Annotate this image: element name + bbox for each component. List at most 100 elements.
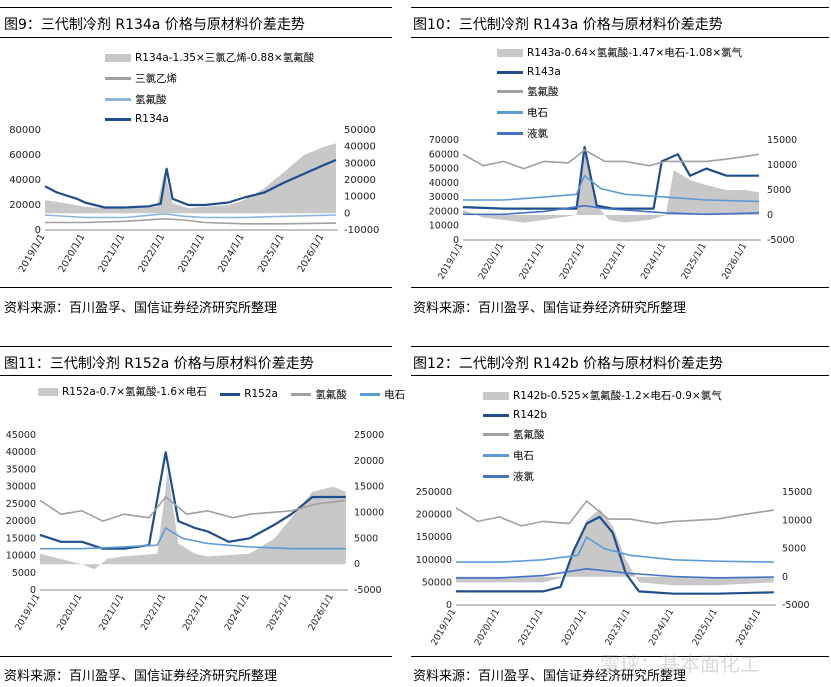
panel-4-legend: R142b-0.525×氢氟酸-1.2×电石-0.9×氯气 R142b 氢氟酸 … xyxy=(483,388,722,490)
area-series xyxy=(40,471,346,570)
panel-1-bottom-rule xyxy=(0,287,392,288)
series-line xyxy=(40,527,346,550)
left-tick-label: 0 xyxy=(453,235,459,246)
x-tick-label: 2026/1/1 xyxy=(296,232,327,274)
left-tick-label: 70000 xyxy=(429,135,459,146)
legend-item: R142b xyxy=(483,409,722,421)
watermark: 雪球：基本面化工 xyxy=(600,652,760,676)
series-line xyxy=(456,536,774,563)
x-tick-label: 2021/1/1 xyxy=(96,232,127,274)
x-tick-label: 2019/1/1 xyxy=(14,593,43,633)
right-tick-label: 10000 xyxy=(782,515,812,526)
panel-4-chart: 2500002000001500001000005000001500010000… xyxy=(416,487,813,648)
panel-1-title-rule xyxy=(0,37,392,38)
left-tick-label: 40000 xyxy=(429,178,459,189)
left-tick-label: 0 xyxy=(30,585,36,596)
x-tick-label: 2025/1/1 xyxy=(265,592,294,632)
panel-4-bottom-rule xyxy=(411,656,829,657)
x-tick-label: 2024/1/1 xyxy=(216,232,247,274)
left-tick-label: 150000 xyxy=(416,532,452,543)
left-tick-label: 40000 xyxy=(9,175,41,186)
panel-4-title: 图12：二代制冷剂 R142b 价格与原材料价差走势 xyxy=(413,356,724,372)
legend-item: R143a xyxy=(497,66,742,78)
x-tick-label: 2026/1/1 xyxy=(721,241,750,281)
panel-1-legend: R134a-1.35×三氯乙烯-0.88×氢氟酸 三氯乙烯 氢氟酸 R134a xyxy=(105,50,314,131)
x-tick-label: 2022/1/1 xyxy=(136,232,167,274)
x-tick-label: 2020/1/1 xyxy=(477,241,506,281)
legend-item: 氢氟酸 xyxy=(105,92,314,107)
legend-item: R143a-0.64×氢氟酸-1.47×电石-1.08×氯气 xyxy=(497,45,742,60)
right-tick-label: -10000 xyxy=(344,225,379,236)
left-tick-label: 50000 xyxy=(429,164,459,175)
right-tick-label: 15000 xyxy=(767,135,797,146)
left-tick-label: 40000 xyxy=(6,447,36,458)
series-line xyxy=(463,174,760,203)
legend-item: 电石 xyxy=(360,387,405,402)
panel-4-title-rule xyxy=(411,375,829,376)
panel-2-legend: R143a-0.64×氢氟酸-1.47×电石-1.08×氯气 R143a 氢氟酸… xyxy=(497,45,742,147)
panel-2-chart: 7000060000500004000030000200001000001500… xyxy=(429,135,797,282)
x-tick-label: 2019/1/1 xyxy=(17,232,48,274)
x-tick-label: 2025/1/1 xyxy=(680,242,709,282)
left-tick-label: 100000 xyxy=(416,555,452,566)
right-tick-label: 20000 xyxy=(344,175,376,186)
right-tick-label: 10000 xyxy=(354,508,384,519)
legend-item: 电石 xyxy=(497,105,742,120)
panel-3-title-rule xyxy=(0,375,392,376)
left-tick-label: 60000 xyxy=(429,149,459,160)
series-line xyxy=(456,515,774,595)
right-tick-label: 0 xyxy=(354,559,360,570)
right-tick-label: 10000 xyxy=(344,192,376,203)
series-line xyxy=(463,204,760,216)
right-tick-label: 30000 xyxy=(344,158,376,169)
left-tick-label: 200000 xyxy=(416,510,452,521)
right-tick-label: 0 xyxy=(782,572,788,583)
series-line xyxy=(44,158,337,209)
x-tick-label: 2019/1/1 xyxy=(437,242,466,282)
legend-item: 液氯 xyxy=(497,126,742,141)
right-tick-label: 50000 xyxy=(344,125,376,136)
left-tick-label: 50000 xyxy=(422,577,452,588)
right-tick-label: 15000 xyxy=(354,482,384,493)
legend-item: R152a xyxy=(220,388,278,400)
x-tick-label: 2024/1/1 xyxy=(647,608,676,648)
panel-4-top-rule xyxy=(411,346,829,347)
area-series xyxy=(45,143,336,214)
right-tick-label: 15000 xyxy=(782,487,812,498)
panel-3-title: 图11：三代制冷剂 R152a 价格与原材料价差走势 xyxy=(4,356,314,372)
left-tick-label: 25000 xyxy=(6,499,36,510)
panel-2-title-rule xyxy=(411,37,829,38)
panel-2-title: 图10：三代制冷剂 R143a 价格与原材料价差走势 xyxy=(413,17,723,33)
panel-1-title: 图9：三代制冷剂 R134a 价格与原材料价差走势 xyxy=(4,17,305,33)
left-tick-label: 30000 xyxy=(429,192,459,203)
series-line xyxy=(456,568,774,579)
panel-2-bottom-rule xyxy=(411,287,829,288)
x-tick-label: 2020/1/1 xyxy=(473,607,502,647)
x-tick-label: 2026/1/1 xyxy=(735,608,764,648)
right-tick-label: -5000 xyxy=(354,585,382,596)
left-tick-label: 45000 xyxy=(6,430,36,441)
legend-item: 氢氟酸 xyxy=(497,84,742,99)
right-tick-label: 5000 xyxy=(354,533,378,544)
panel-1-top-rule xyxy=(0,7,392,8)
x-tick-label: 2024/1/1 xyxy=(223,592,252,632)
legend-item: 氢氟酸 xyxy=(291,387,347,402)
series-line xyxy=(39,451,346,550)
right-tick-label: -5000 xyxy=(767,235,795,246)
legend-item: R152a-0.7×氢氟酸-1.6×电石 xyxy=(38,384,207,399)
right-tick-label: 5000 xyxy=(782,544,806,555)
x-tick-label: 2023/1/1 xyxy=(176,232,207,274)
series-line xyxy=(462,149,760,170)
panel-4-source: 资料来源：百川盈孚、国信证券经济研究所整理 xyxy=(413,669,687,684)
x-tick-label: 2023/1/1 xyxy=(604,607,633,647)
right-tick-label: 20000 xyxy=(354,456,384,467)
x-tick-label: 2022/1/1 xyxy=(558,241,587,281)
legend-item: R142b-0.525×氢氟酸-1.2×电石-0.9×氯气 xyxy=(483,388,722,403)
left-tick-label: 35000 xyxy=(6,464,36,475)
x-tick-label: 2020/1/1 xyxy=(56,592,85,632)
legend-item: 氢氟酸 xyxy=(483,427,722,442)
legend-item: R134a-1.35×三氯乙烯-0.88×氢氟酸 xyxy=(105,50,314,65)
right-tick-label: 0 xyxy=(344,208,350,219)
panel-3-chart: 45000 40000 35000 30000 25000 20000 15000 10000… xyxy=(6,430,384,633)
panel-2-top-rule xyxy=(411,7,829,8)
